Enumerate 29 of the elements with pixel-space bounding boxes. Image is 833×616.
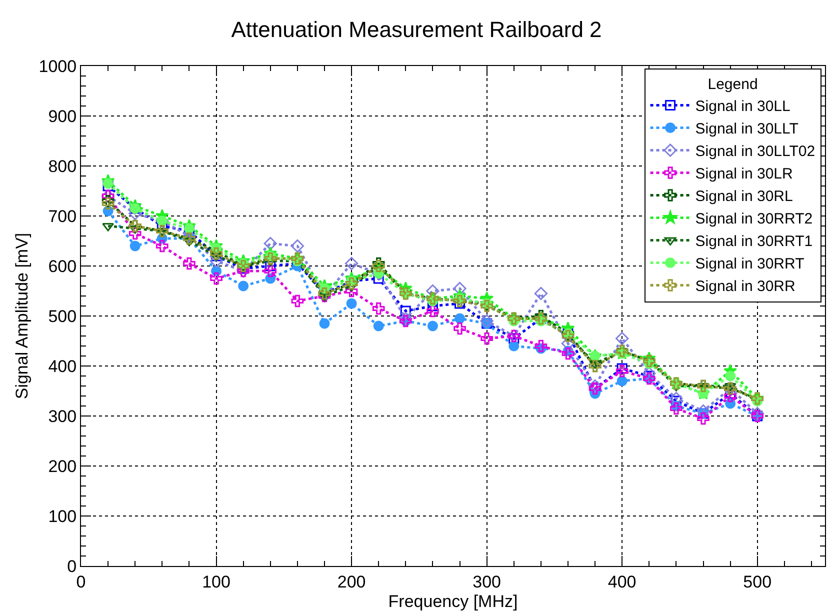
x-tick-label: 400: [608, 572, 636, 592]
y-tick-label: 700: [48, 206, 77, 226]
y-tick-label: 0: [67, 556, 77, 576]
legend-label: Signal in 30RRT2: [695, 210, 813, 228]
y-tick-label: 800: [48, 156, 77, 176]
x-tick-label: 100: [202, 572, 230, 592]
legend-label: Signal in 30RL: [695, 188, 793, 206]
x-tick-label: 300: [472, 572, 502, 592]
x-tick-label: 200: [337, 572, 366, 592]
legend-label: Signal in 30RRT: [695, 256, 804, 273]
legend-label: Signal in 30RRT1: [695, 233, 813, 250]
y-tick-label: 100: [48, 506, 77, 526]
x-axis-title: Frequency [MHz]: [388, 592, 518, 611]
legend-label: Signal in 30LLT: [695, 120, 798, 138]
x-tick-label: 500: [743, 572, 772, 592]
y-tick-label: 500: [48, 306, 77, 326]
legend-label: Signal in 30LL: [695, 98, 790, 116]
legend-label: Signal in 30LLT02: [695, 143, 816, 160]
y-tick-label: 300: [48, 406, 77, 426]
y-tick-label: 200: [48, 456, 77, 476]
y-tick-label: 600: [48, 256, 77, 276]
y-axis-title: Signal Amplitude [mV]: [12, 232, 32, 400]
legend-label: Signal in 30LR: [695, 166, 794, 183]
y-tick-label: 900: [48, 106, 77, 126]
legend-label: Signal in 30RR: [695, 278, 796, 296]
y-tick-label: 1000: [38, 56, 77, 76]
legend-title: Legend: [708, 76, 758, 93]
y-tick-label: 400: [48, 356, 77, 376]
chart-title: Attenuation Measurement Railboard 2: [231, 16, 602, 42]
